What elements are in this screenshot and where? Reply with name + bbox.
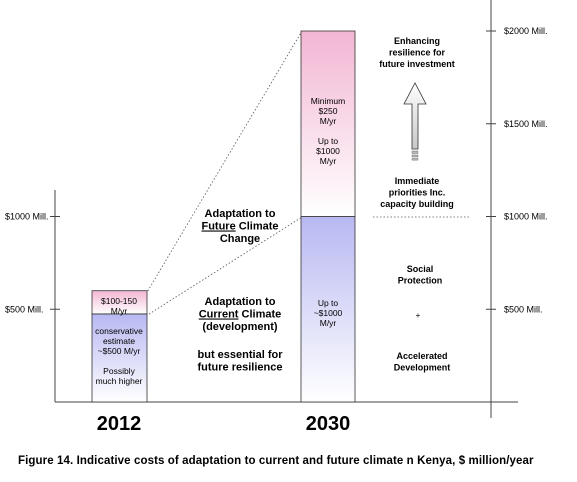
bar-2012-current-label-line: estimate	[103, 336, 135, 346]
bar-2012-future	[91, 290, 148, 315]
bar-2030-current	[300, 216, 356, 403]
annotation-essential-line: but essential for	[198, 349, 284, 361]
annotation-essential-line: future resilience	[198, 362, 283, 374]
annotation-social-line: Protection	[398, 276, 443, 286]
category-label-2012: 2012	[97, 413, 142, 435]
annotation-plus-line: +	[416, 311, 421, 320]
bar-2012-future-label-line: M/yr	[111, 306, 128, 316]
annotation-accelerated: Accelerated Development	[394, 351, 451, 373]
bar-2030-current-label-line: Up to	[318, 298, 339, 308]
annotation-future-climate-line: Future Climate	[201, 221, 278, 233]
left-tick-label: $1000 Mill.	[5, 212, 49, 222]
bar-2030-future	[300, 30, 356, 217]
category-label-2030: 2030	[306, 413, 351, 435]
bar-2030-future-label-line: M/yr	[320, 156, 337, 166]
bar-2030-current-label-line: M/yr	[320, 318, 337, 328]
bar-2012-current-label-line: conservative	[95, 326, 143, 336]
annotation-social-line: Social	[407, 264, 434, 274]
annotation-enhancing-line: resilience for	[389, 48, 446, 58]
annotation-immediate-line: capacity building	[380, 199, 454, 209]
annotation-current-climate-line: (development)	[202, 321, 278, 333]
bar-2030-future-label-line: M/yr	[320, 116, 337, 126]
right-tick-label: $1500 Mill.	[504, 119, 548, 129]
bar-2030-future-label-line: $1000	[316, 146, 340, 156]
bar-2012-current-label-line: Possibly	[103, 366, 135, 376]
annotation-accelerated-line: Development	[394, 363, 451, 373]
figure-caption: Figure 14. Indicative costs of adaptatio…	[18, 455, 534, 467]
bar-2030-future-label-line: Up to	[318, 136, 339, 146]
annotation-enhancing-line: Enhancing	[394, 36, 440, 46]
bar-2012-current-label-line: much higher	[96, 376, 143, 386]
connector-top	[145, 30, 303, 295]
connector-bottom	[145, 216, 303, 317]
annotation-plus: +	[416, 311, 421, 320]
left-tick-label: $500 Mill.	[5, 304, 44, 314]
bar-2012-future-label-line: $100-150	[101, 296, 137, 306]
right-tick-label: $500 Mill.	[504, 304, 543, 314]
annotation-immediate: Immediate priorities Inc.capacity buildin…	[380, 176, 454, 209]
bar-2012-current-label-line: ~$500 M/yr	[98, 346, 141, 356]
annotation-accelerated-line: Accelerated	[396, 351, 447, 361]
bar-2030-future-label-line: Minimum	[311, 96, 345, 106]
bar-2030-future-label-line: $250	[319, 106, 338, 116]
annotation-current-climate-line: Adaptation to	[205, 296, 276, 308]
up-arrow-icon	[403, 82, 427, 161]
annotation-immediate-line: Immediate	[395, 176, 440, 186]
annotation-future-climate-line: Change	[220, 233, 260, 245]
right-tick-label: $2000 Mill.	[504, 26, 548, 36]
annotation-enhancing-line: future investment	[379, 59, 455, 69]
annotation-immediate-line: priorities Inc.	[389, 188, 446, 198]
annotation-social: Social Protection	[398, 264, 443, 286]
annotation-current-climate-line: Current Climate	[199, 309, 282, 321]
annotation-future-climate-line: Adaptation to	[205, 208, 276, 220]
bar-2030-current-label-line: ~$1000	[314, 308, 343, 318]
right-tick-label: $1000 Mill.	[504, 212, 548, 222]
